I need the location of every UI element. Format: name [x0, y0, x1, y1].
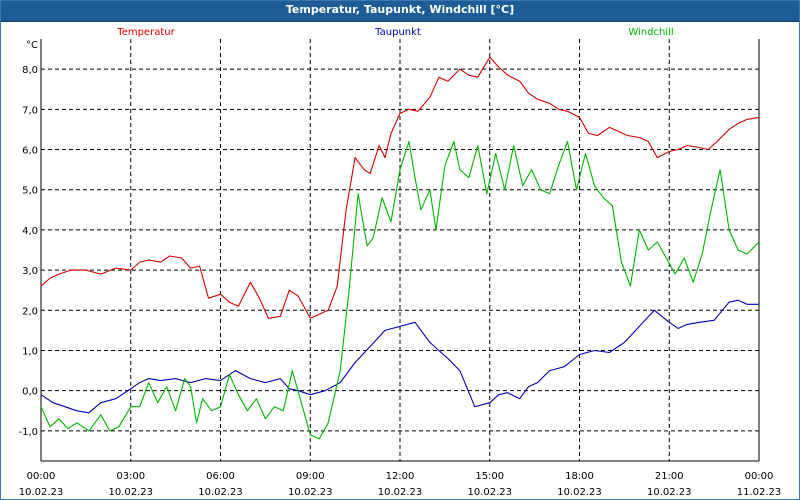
y-tick-label: 1,0 [22, 346, 38, 357]
x-tick-time-label: 09:00 [296, 471, 325, 482]
series-line-windchill [40, 140, 760, 440]
legend-item-windchill: Windchill [628, 27, 673, 38]
series-line-temperatur [40, 56, 760, 319]
legend-item-temperatur: Temperatur [116, 27, 175, 38]
legend-item-taupunkt: Taupunkt [374, 27, 421, 38]
y-tick-label: 4,0 [22, 226, 38, 237]
x-tick-time-label: 21:00 [655, 471, 684, 482]
x-axis-tick-labels: 00:00 10.02.23 03:00 10.02.23 06:00 10.02.23 0… [19, 471, 782, 498]
series-line-taupunkt [40, 299, 759, 414]
x-tick-date-label: 10.02.23 [378, 487, 423, 498]
x-tick-time-label: 00:00 [745, 471, 774, 482]
y-tick-label: 3,0 [22, 266, 38, 277]
x-tick-time-label: 03:00 [116, 471, 145, 482]
y-tick-label: 8,0 [22, 65, 38, 76]
series-lines [40, 56, 760, 440]
x-tick-date-label: 10.02.23 [557, 487, 602, 498]
x-tick-date-label: 10.02.23 [647, 487, 692, 498]
chart-title: Temperatur, Taupunkt, Windchill [°C] [1, 1, 799, 22]
x-tick-date-label: 10.02.23 [288, 487, 333, 498]
y-axis-unit-label: °C [26, 40, 38, 51]
x-tick-time-label: 18:00 [565, 471, 594, 482]
x-tick-date-label: 11.02.23 [737, 487, 782, 498]
plot-axes [40, 39, 760, 462]
y-tick-label: 5,0 [22, 186, 38, 197]
y-tick-label: 6,0 [22, 146, 38, 157]
y-axis-tick-labels: 8,0 7,0 6,0 5,0 4,0 3,0 2,0 1,0 0,0 -1,0 [18, 65, 38, 438]
y-tick-label: -1,0 [18, 427, 38, 438]
x-tick-date-label: 10.02.23 [198, 487, 243, 498]
y-tick-label: 2,0 [22, 306, 38, 317]
y-tick-label: 7,0 [22, 105, 38, 116]
x-tick-date-label: 10.02.23 [108, 487, 153, 498]
x-tick-time-label: 06:00 [206, 471, 235, 482]
x-tick-time-label: 15:00 [475, 471, 504, 482]
y-tick-label: 0,0 [22, 387, 38, 398]
x-tick-time-label: 12:00 [386, 471, 415, 482]
grid-lines [41, 39, 759, 461]
x-tick-date-label: 10.02.23 [467, 487, 512, 498]
legend: Temperatur Taupunkt Windchill [116, 27, 673, 38]
x-tick-time-label: 00:00 [27, 471, 56, 482]
x-tick-date-label: 10.02.23 [19, 487, 64, 498]
